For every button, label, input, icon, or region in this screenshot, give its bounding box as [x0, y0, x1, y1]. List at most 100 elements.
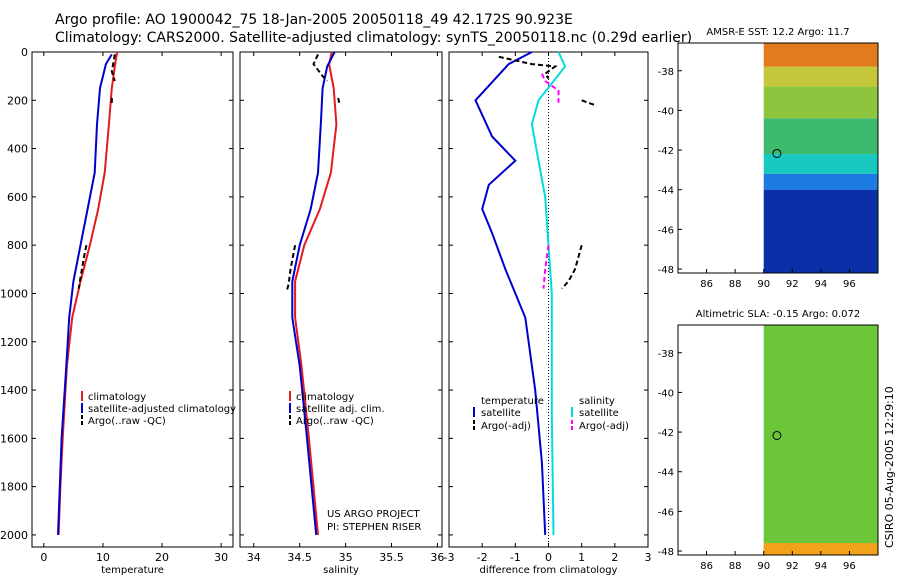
legend-label: climatology [88, 392, 146, 403]
salinity-panel: 34 34.5 35 35.5 36 salinity climatologysatelli… [239, 51, 444, 576]
series-line-climatology [57, 51, 119, 535]
y-tick-label: -40 [658, 106, 674, 117]
legend-label: satellite-adjusted climatology [88, 404, 236, 415]
color-band [763, 154, 878, 174]
legend-label: Argo(..raw -QC) [88, 416, 166, 427]
annotation-text: PI: STEPHEN RISER [327, 522, 421, 533]
difference-panel: -3 -2 -1 0 1 2 3 difference from climatology tem… [444, 51, 652, 576]
x-tick-label: 90 [757, 279, 770, 290]
series-line-salinity-argo-adj- [540, 73, 560, 103]
legend-label: Argo(-adj) [481, 421, 531, 432]
header-line1: Argo profile: AO 1900042_75 18-Jan-2005 … [55, 12, 573, 28]
legend-label: Argo(-adj) [579, 421, 629, 432]
x-tick-label: 34 [247, 551, 261, 564]
x-tick-label: 94 [814, 279, 827, 290]
y-tick-label: 0 [21, 46, 28, 59]
legend-heading: salinity [579, 396, 615, 407]
series-line-salinity-argo-adj-deep [542, 245, 550, 289]
x-tick-label: 0 [40, 551, 47, 564]
salinity-frame [239, 51, 443, 548]
x-tick-label: 35 [339, 551, 353, 564]
color-band [763, 118, 878, 155]
x-tick-label: 3 [645, 551, 652, 564]
x-tick-label: 86 [700, 561, 713, 572]
y-tick-label: -44 [658, 186, 674, 197]
color-band [763, 43, 878, 67]
x-tick-label: 34.5 [287, 551, 312, 564]
x-tick-label: -3 [444, 551, 455, 564]
y-tick-label: 1600 [0, 432, 28, 445]
sla_map-title: Altimetric SLA: -0.15 Argo: 0.072 [696, 309, 861, 320]
y-tick-label: 1800 [0, 481, 28, 494]
temperature-frame [31, 51, 234, 548]
series-line-satellite-adjusted-climatology [291, 51, 336, 535]
x-tick-label: 96 [843, 561, 856, 572]
header-line2: Climatology: CARS2000. Satellite-adjuste… [55, 30, 693, 46]
sst_map-frame [677, 42, 879, 274]
side-label: CSIRO 05-Aug-2005 12:29:10 [883, 386, 896, 548]
y-tick-label: 1200 [0, 336, 28, 349]
legend-label: satellite [579, 408, 619, 419]
series-line-climatology [294, 51, 338, 535]
sla-map-panel: Altimetric SLA: -0.15 Argo: 0.072 86 88 90 9… [658, 309, 879, 572]
argo-float-marker [772, 148, 782, 158]
x-tick-label: 94 [814, 561, 827, 572]
x-tick-label: 92 [786, 561, 799, 572]
x-tick-label: 90 [757, 561, 770, 572]
color-band [763, 66, 878, 87]
sst-map-panel: AMSR-E SST: 12.2 Argo: 11.7 86 88 90 92 94 96 -… [658, 27, 879, 290]
color-band [763, 173, 878, 190]
y-tick-label: -42 [658, 146, 674, 157]
legend-label: climatology [296, 392, 354, 403]
x-tick-label: 96 [843, 279, 856, 290]
y-tick-label: -48 [658, 265, 674, 276]
difference-xlabel: difference from climatology [480, 565, 618, 576]
x-tick-label: 1 [578, 551, 585, 564]
y-tick-label: -38 [658, 67, 674, 78]
x-tick-label: 30 [214, 551, 228, 564]
x-tick-label: 88 [729, 561, 742, 572]
y-tick-label: 600 [7, 191, 28, 204]
y-tick-label: -38 [658, 349, 674, 360]
y-tick-label: -46 [658, 507, 674, 518]
legend-label: satellite adj. clim. [296, 404, 385, 415]
annotation-text: US ARGO PROJECT [327, 509, 421, 520]
x-tick-label: 88 [729, 279, 742, 290]
x-tick-label: 10 [96, 551, 110, 564]
x-tick-label: 92 [786, 279, 799, 290]
x-tick-label: 20 [155, 551, 169, 564]
legend-label: satellite [481, 408, 521, 419]
salinity-xlabel: salinity [323, 565, 359, 576]
x-tick-label: 0 [545, 551, 552, 564]
series-line-argo-raw-qc-deep [285, 245, 297, 292]
y-tick-label: 1000 [0, 287, 28, 300]
x-tick-label: -1 [510, 551, 521, 564]
x-tick-label: 2 [611, 551, 618, 564]
y-tick-label: 400 [7, 143, 28, 156]
x-tick-label: 36 [430, 551, 444, 564]
series-line-satellite-adjusted-climatology [57, 53, 113, 535]
y-tick-label: -46 [658, 225, 674, 236]
series-line-salinity-satellite [530, 51, 567, 535]
series-line-temperature-argo-adj-deep [561, 244, 583, 290]
color-band [763, 86, 878, 119]
y-tick-label: -44 [658, 468, 674, 479]
series-line-argo-raw-qc- [110, 54, 116, 82]
series-line-temperature-satellite [474, 51, 547, 535]
legend-heading: temperature [481, 396, 544, 407]
y-tick-label: 1400 [0, 384, 28, 397]
series-line-temperature-argo-adj-mark [581, 99, 596, 107]
series-line-argo-raw-qc-mark [337, 97, 341, 103]
series-line-argo-raw-qc- [312, 53, 328, 82]
series-line-temperature-argo-adj- [498, 55, 558, 80]
y-tick-label: -48 [658, 547, 674, 558]
sla-field [763, 325, 878, 555]
color-band [763, 543, 878, 555]
series-line-argo-raw-qc-deep [77, 245, 88, 289]
temperature-panel: 0 10 20 30 temperature 0 200 400 600 800 1000 1200 1… [0, 46, 236, 576]
y-tick-label: 800 [7, 239, 28, 252]
x-tick-label: 86 [700, 279, 713, 290]
sst_map-title: AMSR-E SST: 12.2 Argo: 11.7 [706, 27, 849, 38]
sla_map-frame [677, 324, 879, 556]
